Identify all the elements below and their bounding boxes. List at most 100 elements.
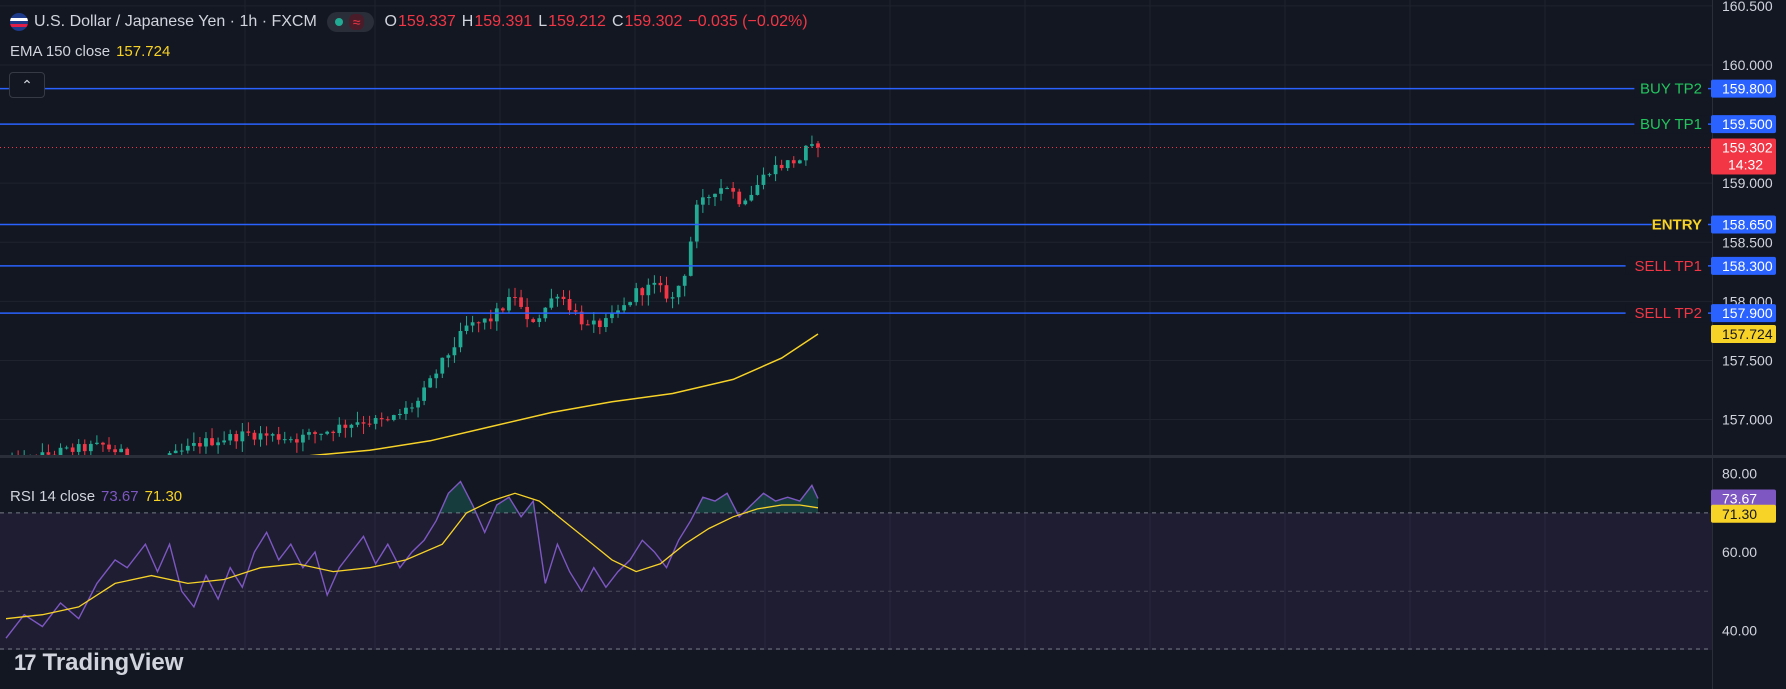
candle xyxy=(567,290,572,315)
ema-legend[interactable]: EMA 150 close 157.724 xyxy=(10,43,176,60)
candle-body xyxy=(434,373,439,379)
candle xyxy=(361,416,366,434)
candle xyxy=(725,186,729,190)
candle xyxy=(16,450,20,467)
candle-body xyxy=(476,322,481,324)
rsi-legend-value: 73.67 xyxy=(101,488,139,505)
candle-body xyxy=(252,432,257,440)
symbol-title[interactable]: U.S. Dollar / Japanese Yen · 1h · FXCM xyxy=(34,13,317,30)
candle xyxy=(597,318,602,335)
rsi-ma-legend-value: 71.30 xyxy=(144,488,183,505)
candle-body xyxy=(301,434,305,443)
candle xyxy=(797,159,802,164)
candle-body xyxy=(167,453,172,455)
candle-body xyxy=(482,318,487,323)
candle-body xyxy=(343,424,348,428)
candle xyxy=(185,438,190,454)
candle-body xyxy=(40,452,45,455)
candle xyxy=(543,307,548,322)
ema-price-tag-text: 157.724 xyxy=(1722,326,1773,342)
collapse-legend-button[interactable]: ⌃ xyxy=(9,72,45,98)
candle xyxy=(270,432,275,442)
tradingview-logo[interactable]: 17 TradingView xyxy=(14,649,183,677)
candle-body xyxy=(179,450,184,452)
candle-body xyxy=(216,442,220,446)
rsi-ma-value-tag-bg xyxy=(1711,504,1776,523)
candle-body xyxy=(337,424,342,434)
candle xyxy=(585,319,590,326)
candle-body xyxy=(162,459,166,463)
candle xyxy=(458,322,463,353)
candle-body xyxy=(325,431,330,434)
candle-body xyxy=(70,447,75,452)
candle xyxy=(731,182,736,199)
rsi-tick-label: 40.00 xyxy=(1722,622,1757,638)
rsi-ma-value-tag-text: 71.30 xyxy=(1722,506,1757,522)
candle-body xyxy=(276,434,281,440)
candle-body xyxy=(16,460,20,467)
candle xyxy=(549,288,554,310)
candle xyxy=(785,159,790,171)
candle xyxy=(676,285,681,305)
candle xyxy=(349,423,354,438)
level-price-tag-text: 158.650 xyxy=(1722,217,1773,233)
level-label-bg xyxy=(1625,256,1708,275)
candle-body xyxy=(204,438,208,447)
candle-body xyxy=(349,424,354,428)
last-price-tag-text: 159.302 xyxy=(1722,139,1773,155)
candle-body xyxy=(688,241,693,276)
candle-body xyxy=(713,193,717,198)
candle xyxy=(4,462,8,477)
rsi-value-tag: 73.67 xyxy=(1711,489,1776,508)
candle-body xyxy=(682,275,687,286)
candle xyxy=(767,172,772,177)
candle-body xyxy=(725,188,729,190)
candle xyxy=(537,314,542,328)
candle-body xyxy=(76,444,81,452)
price-tick-label: 158.500 xyxy=(1722,234,1773,250)
candle xyxy=(288,436,293,443)
candle xyxy=(282,431,287,444)
low-label: L xyxy=(538,13,548,30)
high-value: 159.391 xyxy=(474,13,533,30)
rsi-value-tag-text: 73.67 xyxy=(1722,490,1757,506)
candle xyxy=(440,357,445,379)
candle xyxy=(125,447,130,455)
rsi-lines-group xyxy=(5,480,819,639)
candle-body xyxy=(549,298,554,308)
tradingview-wordmark: TradingView xyxy=(42,649,184,676)
rsi-legend[interactable]: RSI 14 close 73.67 71.30 xyxy=(10,488,188,505)
candle xyxy=(143,457,147,474)
candle-body xyxy=(307,432,311,435)
rsi-legend-label: RSI 14 close xyxy=(10,488,96,505)
level-label-bg xyxy=(1634,79,1708,98)
candle xyxy=(591,312,596,333)
candle xyxy=(561,290,566,306)
candle xyxy=(228,429,233,446)
candle-body xyxy=(107,444,111,450)
candle-body xyxy=(591,320,596,325)
candle-body xyxy=(185,445,190,451)
candle xyxy=(743,198,748,206)
candle xyxy=(422,380,426,406)
candle-body xyxy=(331,431,336,434)
candle-body xyxy=(670,297,675,299)
candle-body xyxy=(531,319,536,323)
candle xyxy=(555,294,560,307)
candle-body xyxy=(64,447,69,449)
candle-body xyxy=(428,378,433,388)
candle-body xyxy=(319,433,323,435)
us-flag-icon xyxy=(10,13,28,31)
candle xyxy=(804,144,808,166)
candle xyxy=(816,140,820,158)
candle xyxy=(464,316,469,335)
market-status[interactable]: ≈ xyxy=(326,12,375,32)
candle-body xyxy=(270,434,275,436)
price-tick-label: 160.000 xyxy=(1722,57,1773,73)
candle-body xyxy=(579,311,584,325)
candle xyxy=(622,297,626,314)
level-price-tag: 158.650 xyxy=(1711,215,1776,234)
candle-body xyxy=(258,433,263,440)
candle-body xyxy=(422,387,426,401)
